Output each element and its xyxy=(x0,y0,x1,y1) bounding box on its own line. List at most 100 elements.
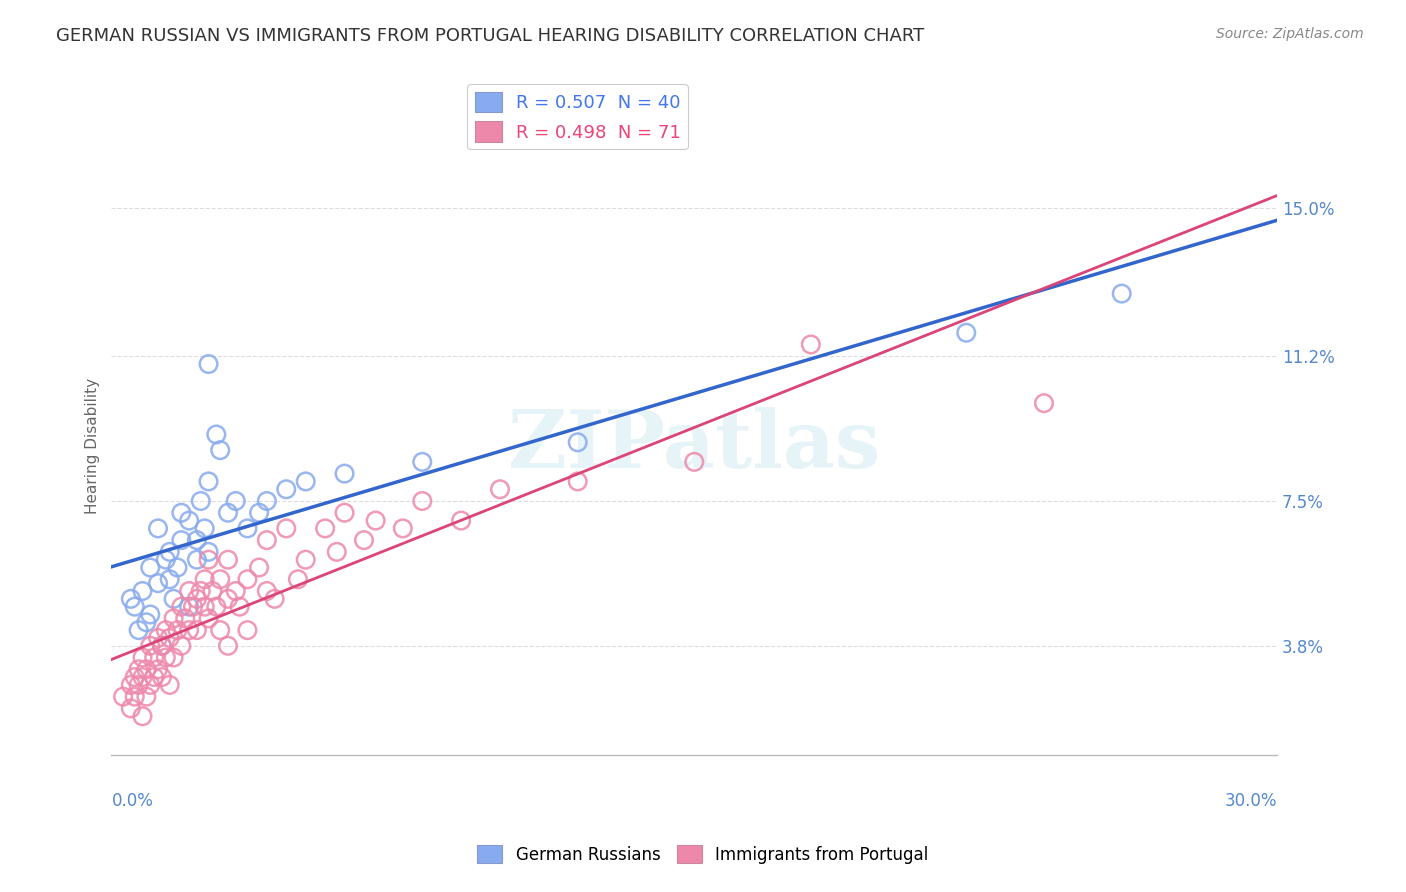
Point xyxy=(131,670,153,684)
Point xyxy=(155,623,177,637)
Point xyxy=(162,591,184,606)
Point xyxy=(146,576,169,591)
Point xyxy=(120,701,142,715)
Point xyxy=(159,545,181,559)
Point xyxy=(217,591,239,606)
Point xyxy=(263,591,285,606)
Point xyxy=(209,623,232,637)
Point xyxy=(194,572,217,586)
Point xyxy=(170,599,193,614)
Point xyxy=(146,662,169,676)
Point xyxy=(186,623,208,637)
Point xyxy=(194,599,217,614)
Point xyxy=(197,357,219,371)
Legend: R = 0.507  N = 40, R = 0.498  N = 71: R = 0.507 N = 40, R = 0.498 N = 71 xyxy=(467,85,688,150)
Point xyxy=(197,552,219,566)
Point xyxy=(217,552,239,566)
Point xyxy=(128,623,150,637)
Legend: German Russians, Immigrants from Portugal: German Russians, Immigrants from Portuga… xyxy=(471,838,935,871)
Point xyxy=(197,611,219,625)
Point xyxy=(411,494,433,508)
Point xyxy=(190,494,212,508)
Point xyxy=(276,521,298,535)
Point xyxy=(683,455,706,469)
Point xyxy=(217,506,239,520)
Point xyxy=(955,326,977,340)
Point xyxy=(326,545,349,559)
Point xyxy=(150,639,173,653)
Point xyxy=(131,650,153,665)
Point xyxy=(146,631,169,645)
Point xyxy=(186,591,208,606)
Point xyxy=(276,483,298,497)
Point xyxy=(139,607,162,622)
Point xyxy=(143,650,166,665)
Point xyxy=(209,572,232,586)
Point xyxy=(159,631,181,645)
Point xyxy=(139,639,162,653)
Point xyxy=(800,337,823,351)
Text: 30.0%: 30.0% xyxy=(1225,792,1277,811)
Point xyxy=(225,584,247,599)
Point xyxy=(333,467,356,481)
Point xyxy=(124,599,146,614)
Point xyxy=(194,521,217,535)
Point xyxy=(364,514,387,528)
Point xyxy=(166,623,188,637)
Point xyxy=(209,443,232,458)
Point xyxy=(120,678,142,692)
Point xyxy=(128,678,150,692)
Point xyxy=(174,611,197,625)
Point xyxy=(155,552,177,566)
Point xyxy=(139,560,162,574)
Point xyxy=(190,584,212,599)
Point xyxy=(112,690,135,704)
Point xyxy=(256,494,278,508)
Point xyxy=(179,599,201,614)
Point xyxy=(392,521,415,535)
Point xyxy=(1033,396,1056,410)
Point xyxy=(135,615,157,630)
Point xyxy=(186,533,208,548)
Point xyxy=(197,545,219,559)
Point xyxy=(294,552,316,566)
Text: GERMAN RUSSIAN VS IMMIGRANTS FROM PORTUGAL HEARING DISABILITY CORRELATION CHART: GERMAN RUSSIAN VS IMMIGRANTS FROM PORTUG… xyxy=(56,27,925,45)
Point xyxy=(489,483,512,497)
Point xyxy=(450,514,472,528)
Point xyxy=(197,475,219,489)
Point xyxy=(131,709,153,723)
Point xyxy=(170,639,193,653)
Point xyxy=(150,639,173,653)
Point xyxy=(146,521,169,535)
Point xyxy=(247,506,270,520)
Point xyxy=(567,475,589,489)
Point xyxy=(166,560,188,574)
Text: 0.0%: 0.0% xyxy=(111,792,153,811)
Point xyxy=(567,435,589,450)
Point xyxy=(228,599,250,614)
Point xyxy=(256,584,278,599)
Point xyxy=(159,678,181,692)
Point xyxy=(186,552,208,566)
Point xyxy=(135,662,157,676)
Point xyxy=(131,584,153,599)
Point xyxy=(236,521,259,535)
Point xyxy=(181,599,204,614)
Point xyxy=(150,670,173,684)
Point xyxy=(217,639,239,653)
Point xyxy=(247,560,270,574)
Point xyxy=(205,427,228,442)
Point xyxy=(170,533,193,548)
Point xyxy=(124,670,146,684)
Point xyxy=(353,533,375,548)
Point xyxy=(162,650,184,665)
Point xyxy=(128,662,150,676)
Point xyxy=(124,690,146,704)
Point xyxy=(1111,286,1133,301)
Y-axis label: Hearing Disability: Hearing Disability xyxy=(86,378,100,515)
Point xyxy=(205,599,228,614)
Point xyxy=(120,591,142,606)
Point xyxy=(294,475,316,489)
Point xyxy=(139,678,162,692)
Point xyxy=(155,650,177,665)
